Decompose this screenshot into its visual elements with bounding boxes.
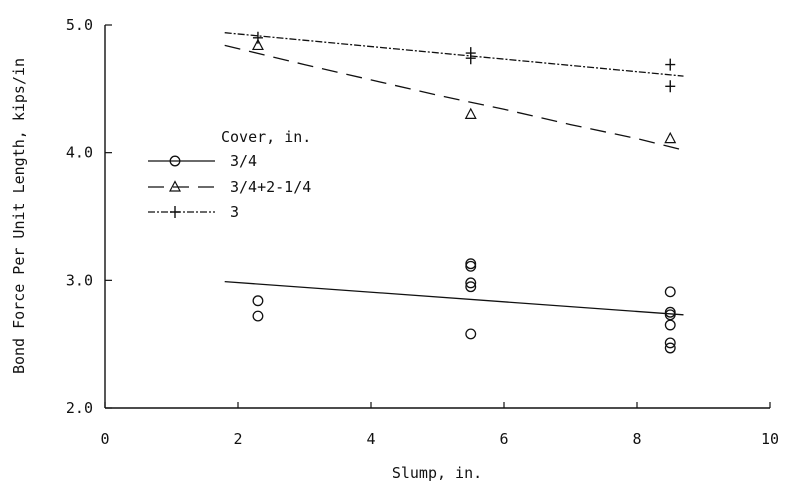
y-tick-label: 2.0 xyxy=(66,399,93,417)
x-tick-label: 4 xyxy=(366,430,375,448)
point-circle xyxy=(664,342,676,354)
legend-label: 3/4 xyxy=(230,152,257,170)
x-tick-label: 2 xyxy=(233,430,242,448)
point-circle xyxy=(664,337,676,349)
x-tick-label: 0 xyxy=(100,430,109,448)
x-tick-label: 8 xyxy=(632,430,641,448)
point-circle xyxy=(465,281,477,293)
legend-marker-circle xyxy=(169,155,181,167)
point-circle xyxy=(252,310,264,322)
fit-line-circle xyxy=(224,280,684,316)
point-circle xyxy=(252,295,264,307)
point-circle xyxy=(465,277,477,289)
data-markers xyxy=(251,31,677,354)
point-triangle xyxy=(464,107,477,119)
point-plus xyxy=(665,58,676,71)
fit-lines xyxy=(224,32,684,316)
y-axis-label: Bond Force Per Unit Length, kips/in xyxy=(10,58,28,374)
fit-line-plus xyxy=(224,32,684,77)
point-plus xyxy=(252,31,263,44)
point-plus xyxy=(465,52,476,65)
point-circle xyxy=(465,260,477,272)
x-ticks: 0 2 4 6 8 10 xyxy=(100,402,779,448)
legend-title: Cover, in. xyxy=(221,128,311,146)
x-tick-label: 10 xyxy=(761,430,779,448)
legend-label: 3 xyxy=(230,203,239,221)
point-triangle xyxy=(251,38,264,51)
y-tick-label: 3.0 xyxy=(66,271,93,289)
y-ticks: 2.0 3.0 4.0 5.0 xyxy=(66,16,112,417)
point-circle xyxy=(465,328,477,340)
point-circle xyxy=(664,286,676,298)
legend-marker-plus xyxy=(170,206,180,218)
legend-marker-triangle xyxy=(169,180,181,192)
legend: Cover, in. 3/4 3/4+2-1/4 3 xyxy=(148,128,311,221)
x-axis-label: Slump, in. xyxy=(392,464,482,482)
point-plus xyxy=(665,80,676,93)
x-tick-label: 6 xyxy=(499,430,508,448)
legend-label: 3/4+2-1/4 xyxy=(230,178,311,196)
fit-line-triangle xyxy=(224,44,684,151)
point-circle xyxy=(664,319,676,331)
y-tick-label: 5.0 xyxy=(66,16,93,34)
legend-entries: 3/4 3/4+2-1/4 3 xyxy=(148,152,311,221)
y-tick-label: 4.0 xyxy=(66,144,93,162)
point-triangle xyxy=(664,131,677,144)
